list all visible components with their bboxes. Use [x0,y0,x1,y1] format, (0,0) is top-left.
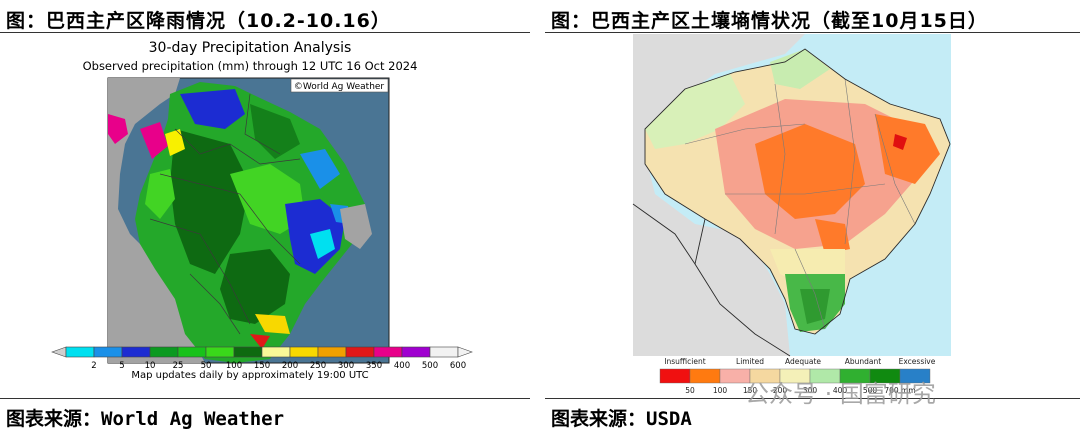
adequate-zone [770,49,830,89]
legend-tick-label: 2 [91,361,96,371]
legend-swatch [345,346,375,358]
precipitation-panel: 图：巴西主产区降雨情况（10.2-10.16） 30-day Precipita… [0,0,530,430]
legend-value-label: 700 mm [884,386,915,395]
legend-value-label: 200 [773,386,788,395]
legend-swatch [233,346,263,358]
heavy-rain-zone [255,314,290,334]
source-name: World Ag Weather [101,408,285,430]
legend-tick-label: 400 [394,361,410,371]
legend-swatch [899,368,931,384]
legend-arrow-high [457,346,473,358]
legend-arrow-low [51,346,67,358]
legend-value-label: 300 [803,386,818,395]
legend-tick-label: 600 [450,361,466,371]
map-copyright: ©World Ag Weather [294,82,385,92]
insufficient-zone [815,219,850,254]
soil-moisture-map [632,34,951,357]
legend-category-label: Abundant [845,357,882,366]
dark-green-zone [250,104,300,159]
cyan-rain-zone [310,229,335,259]
legend-swatch [205,346,235,358]
legend-swatch [65,346,95,358]
legend-tick-label: 200 [282,361,298,371]
legend-tick-label: 10 [145,361,156,371]
legend-swatch [93,346,123,358]
legend-value-label: 400 [833,386,848,395]
legend-swatch [149,346,179,358]
light-green-zone [145,169,175,219]
precipitation-map: ©World Ag Weather [107,77,390,364]
light-green-zone [230,164,305,234]
map-title: 30-day Precipitation Analysis [149,40,352,56]
source-divider [545,398,1080,399]
soil-moisture-figure-title: 图：巴西主产区土壤墒情状况（截至10月15日） [551,10,988,32]
soil-moisture-legend: Insufficient Limited Adequate Abundant Exces… [659,357,936,395]
legend-swatch [401,346,431,358]
dry-region [340,204,372,249]
non-analysed-land [108,78,205,363]
precipitation-map-figure: 30-day Precipitation Analysis Observed p… [51,40,473,381]
blue-rain-zone [300,149,340,189]
dark-green-zone [220,249,290,324]
map-subtitle: Observed precipitation (mm) through 12 U… [83,59,418,73]
blue-rain-zone [180,89,245,129]
precipitation-source: 图表来源：World Ag Weather [6,404,284,431]
legend-value-label: 500 [863,386,878,395]
legend-category-label: Insufficient [664,357,705,366]
legend-swatch [689,368,721,384]
legend-value-label: 150 [743,386,758,395]
heavy-rain-zone [108,114,128,144]
legend-category-label: Excessive [899,357,936,366]
legend-swatch [373,346,403,358]
watermark: 公众号 · 国富研究 [745,380,936,408]
soil-moisture-panel: 图：巴西主产区土壤墒情状况（截至10月15日） [545,0,1080,430]
legend-swatch [289,346,319,358]
legend-swatch [121,346,151,358]
legend-swatch [261,346,291,358]
insufficient-zone [875,114,940,184]
insufficient-zone [755,124,865,219]
title-divider [545,32,1080,33]
legend-tick-label: 100 [226,361,242,371]
legend-category-label: Adequate [785,357,821,366]
country-borders [149,93,301,335]
legend-tick-label: 300 [338,361,354,371]
legend-tick-label: 250 [310,361,326,371]
legend-tick-label: 5 [119,361,124,371]
legend-swatch [317,346,347,358]
severe-insufficient-zone [893,134,907,150]
source-name: USDA [646,408,692,430]
country-borders [632,48,951,357]
legend-tick-label: 50 [201,361,212,371]
legend-value-label: 100 [713,386,728,395]
legend-tick-label: 150 [254,361,270,371]
soil-moisture-map-figure: Insufficient Limited Adequate Abundant Exces… [632,34,951,395]
legend-swatch [177,346,207,358]
source-prefix: 图表来源： [6,408,102,430]
legend-category-label: Limited [736,357,764,366]
adequate-zone [645,74,745,149]
soil-moisture-source: 图表来源：USDA [551,404,692,431]
legend-swatch [429,346,459,358]
legend-tick-label: 350 [366,361,382,371]
neighbouring-countries [633,34,805,356]
legend-swatch [659,368,691,384]
dark-green-zone [170,129,250,274]
title-divider [0,32,530,33]
state-borders [684,78,916,330]
legend-value-label: 50 [685,386,695,395]
precipitation-figure-title: 图：巴西主产区降雨情况（10.2-10.16） [6,10,391,32]
abundant-zone [800,289,830,324]
precipitation-legend: 2 5 10 25 50 100 150 200 250 300 350 400 500 600 [51,346,473,371]
source-prefix: 图表来源： [551,408,647,430]
heavy-rain-zone [165,129,185,156]
heavy-rain-zone [140,122,168,159]
heavy-rain-zone [250,334,270,349]
map-footer: Map updates daily by approximately 19:00… [131,370,368,381]
legend-tick-label: 500 [422,361,438,371]
source-divider [0,398,530,399]
legend-tick-label: 25 [173,361,184,371]
